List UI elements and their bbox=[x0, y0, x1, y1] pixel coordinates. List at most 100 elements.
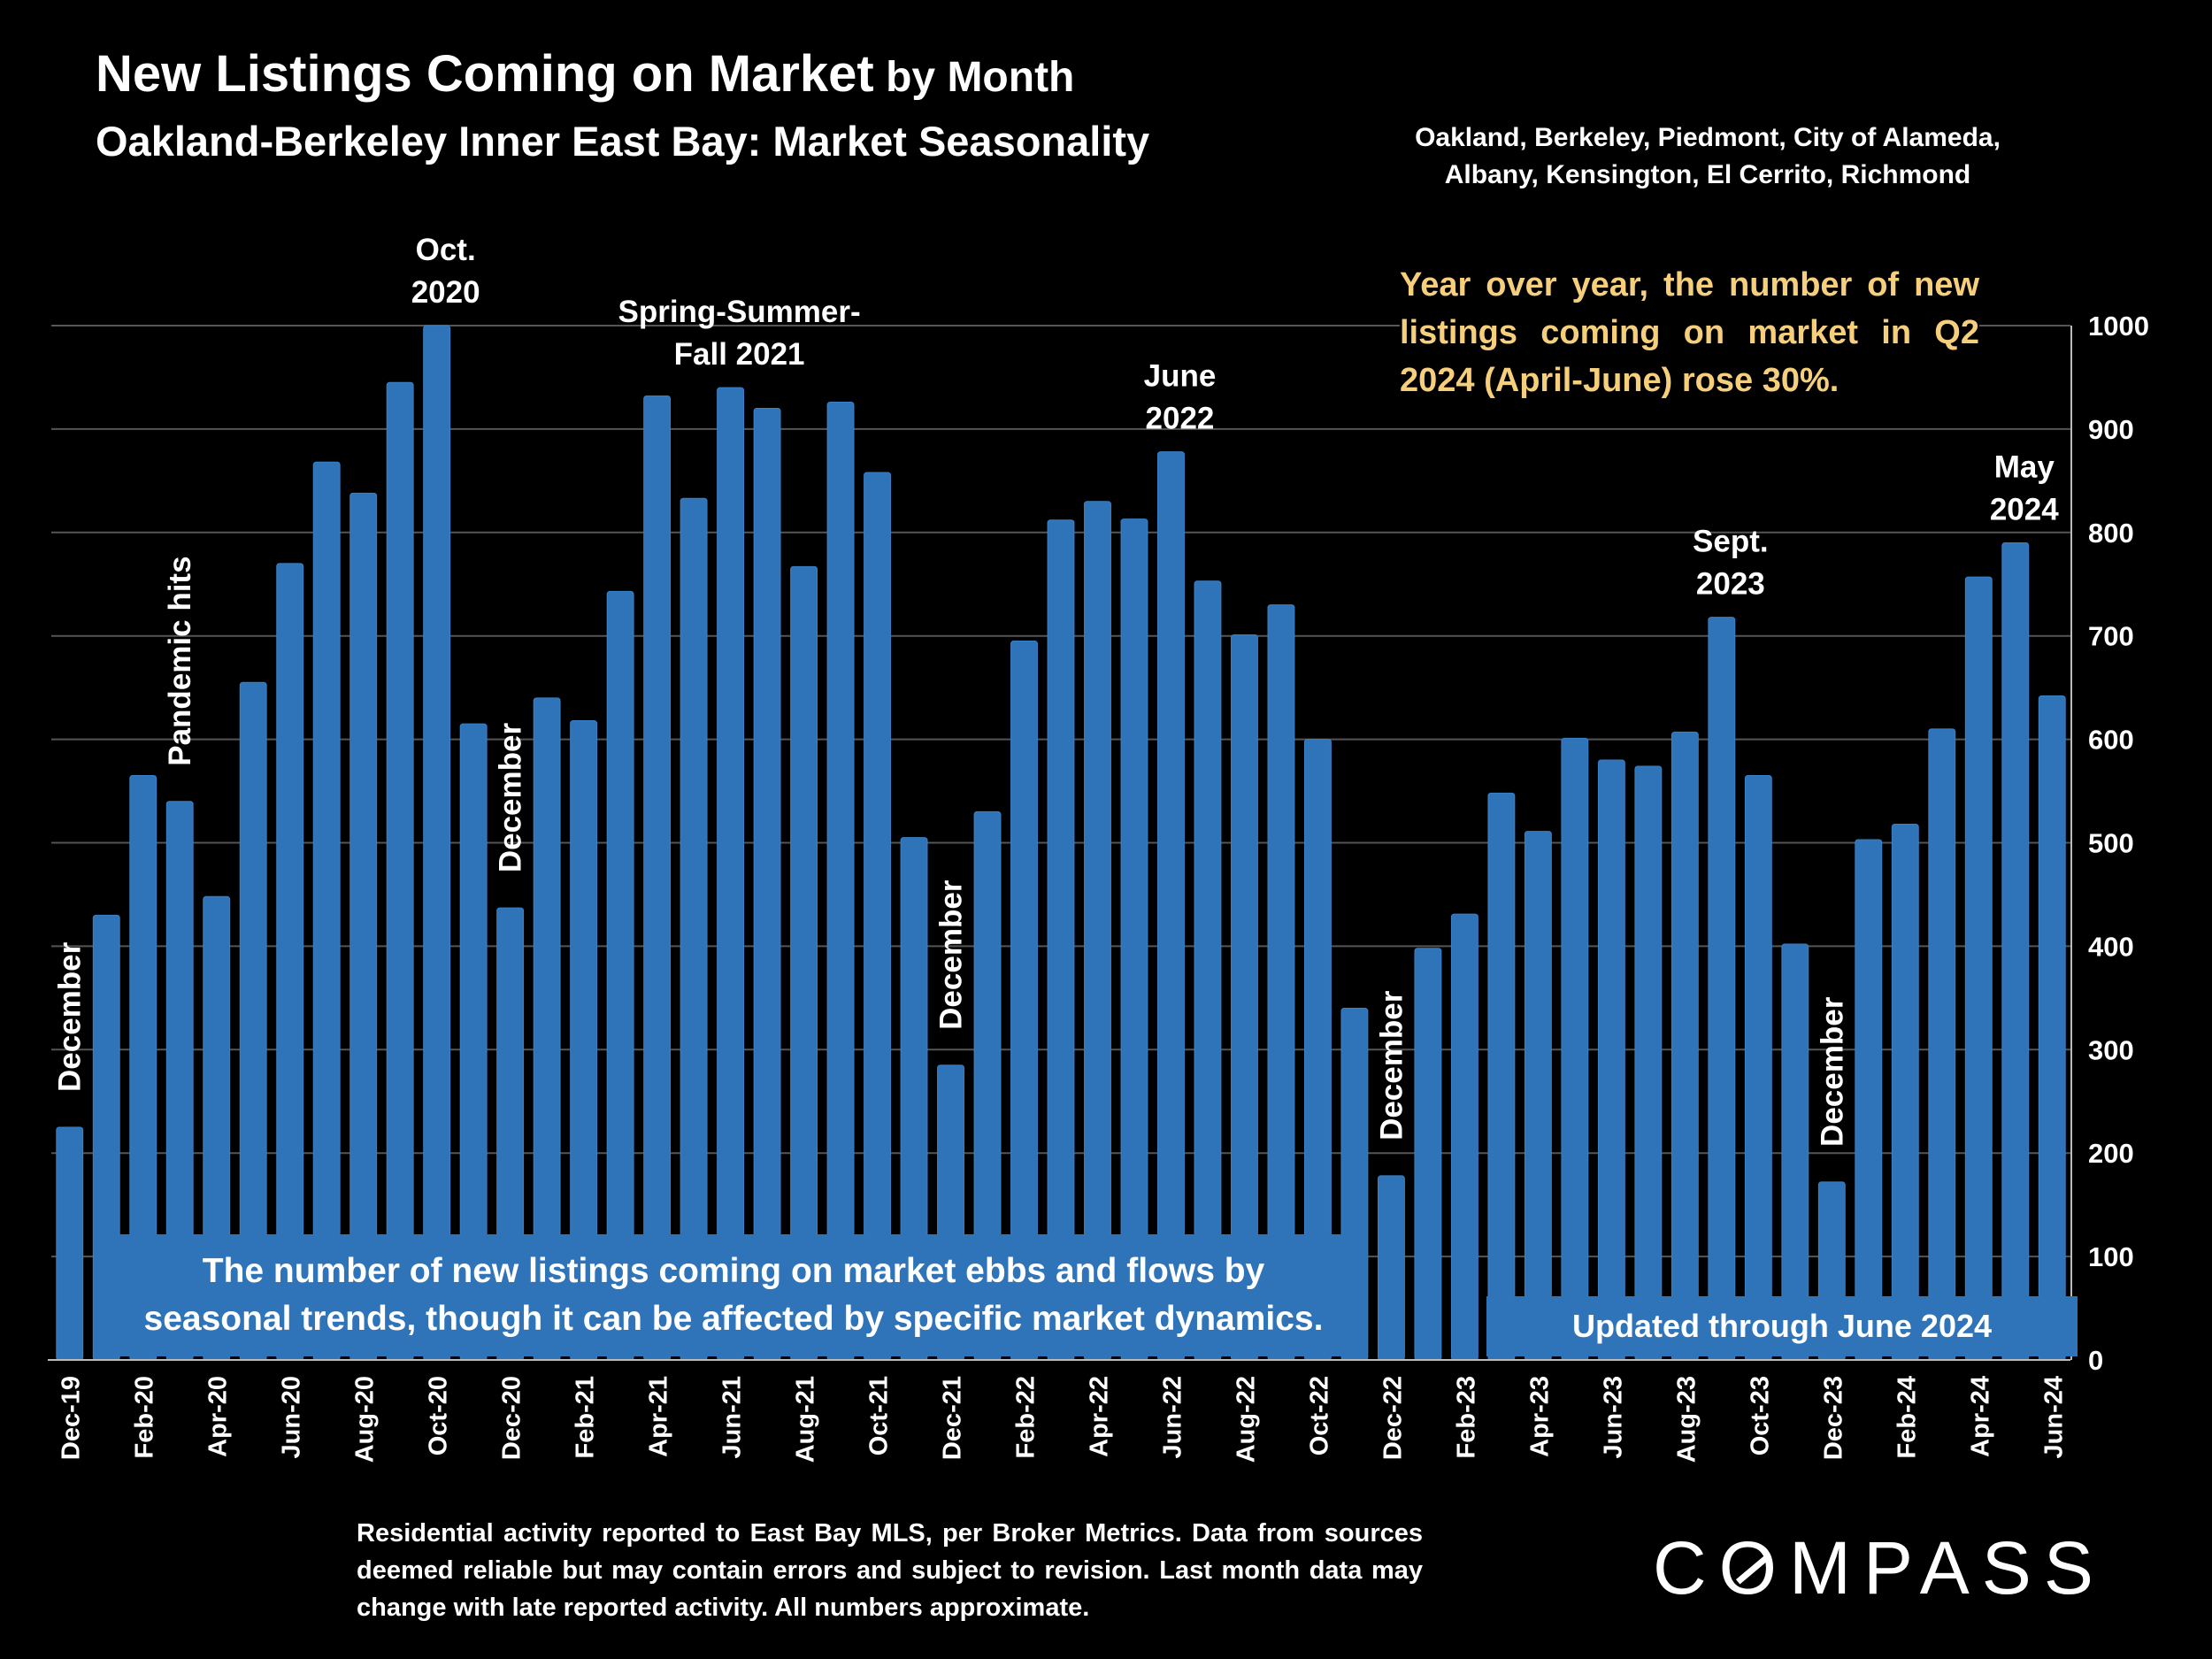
x-tick-label: Apr-20 bbox=[204, 1376, 233, 1457]
annotation-label: December bbox=[1815, 996, 1849, 1147]
yoy-note: Year over year, the number of new listin… bbox=[1400, 261, 1979, 411]
y-tick-label: 700 bbox=[2088, 621, 2134, 652]
annotation-label: December bbox=[1374, 990, 1409, 1141]
x-tick-label: Aug-22 bbox=[1232, 1376, 1260, 1463]
bar-Jul-20 bbox=[312, 461, 341, 1361]
bar-Jun-21 bbox=[717, 387, 745, 1361]
annotation-label: December bbox=[53, 941, 88, 1092]
x-tick-label: Dec-21 bbox=[939, 1376, 967, 1460]
bar-Sep-23 bbox=[1708, 617, 1736, 1361]
seasonality-note-line2: seasonal trends, though it can be affect… bbox=[143, 1300, 1324, 1338]
bar-Oct-21 bbox=[864, 472, 891, 1361]
bar-Aug-23 bbox=[1671, 731, 1699, 1361]
x-tick-label: Apr-22 bbox=[1085, 1376, 1113, 1457]
covered-areas-line1: Oakland, Berkeley, Piedmont, City of Ala… bbox=[1415, 123, 2001, 152]
logo-ring-icon: O bbox=[1719, 1531, 1789, 1605]
y-tick-label: 300 bbox=[2088, 1034, 2134, 1065]
annotation-label: 2023 bbox=[1696, 567, 1765, 602]
logo-text-start: C bbox=[1653, 1526, 1719, 1609]
annotation-label: June bbox=[1144, 359, 1217, 394]
bar-Sep-20 bbox=[386, 381, 414, 1361]
y-tick-label: 400 bbox=[2088, 931, 2134, 962]
source-footnote: Residential activity reported to East Ba… bbox=[357, 1519, 1423, 1622]
x-tick-label: Dec-23 bbox=[1819, 1376, 1847, 1460]
annotation-label: Spring-Summer- bbox=[618, 295, 860, 329]
chart-title-main: New Listings Coming on Market bbox=[96, 45, 874, 103]
bar-Feb-23 bbox=[1450, 913, 1479, 1361]
annotation-label: 2024 bbox=[1990, 492, 2059, 526]
seasonality-note: The number of new listings coming on mar… bbox=[104, 1234, 1363, 1356]
annotation-label: Sept. bbox=[1693, 525, 1769, 559]
bar-Jul-21 bbox=[753, 408, 781, 1361]
y-tick-label: 900 bbox=[2088, 414, 2134, 445]
x-tick-label: Jun-24 bbox=[2039, 1376, 2068, 1458]
annotation-label: May bbox=[1994, 449, 2055, 484]
x-tick-label: Jun-22 bbox=[1158, 1376, 1187, 1458]
covered-areas: Oakland, Berkeley, Piedmont, City of Ala… bbox=[1345, 119, 2070, 194]
bar-Apr-23 bbox=[1524, 831, 1552, 1361]
bar-Mar-23 bbox=[1487, 792, 1516, 1361]
x-tick-label: Dec-20 bbox=[498, 1376, 526, 1460]
bar-Jul-23 bbox=[1634, 765, 1663, 1361]
x-tick-label: Feb-23 bbox=[1452, 1376, 1480, 1458]
x-tick-label: Dec-19 bbox=[58, 1376, 86, 1460]
x-tick-label: Feb-24 bbox=[1893, 1376, 1921, 1458]
bar-Mar-24 bbox=[1928, 728, 1956, 1361]
x-tick-label: Feb-20 bbox=[131, 1376, 159, 1458]
updated-note: Updated through June 2024 bbox=[1486, 1296, 2078, 1356]
x-tick-label: Aug-20 bbox=[351, 1376, 380, 1463]
bar-May-23 bbox=[1561, 737, 1589, 1361]
y-tick-label: 200 bbox=[2088, 1138, 2134, 1169]
bar-Dec-22 bbox=[1377, 1175, 1405, 1361]
x-tick-label: Oct-23 bbox=[1746, 1376, 1774, 1455]
bar-May-24 bbox=[2001, 541, 2030, 1361]
logo-text-end: MPASS bbox=[1789, 1526, 2106, 1609]
annotation-label: December bbox=[934, 879, 969, 1030]
seasonality-note-line1: The number of new listings coming on mar… bbox=[202, 1252, 1265, 1290]
bar-Jun-23 bbox=[1597, 759, 1625, 1361]
x-tick-label: Aug-21 bbox=[792, 1376, 820, 1463]
x-tick-label: Apr-23 bbox=[1525, 1376, 1554, 1457]
x-tick-label: Oct-20 bbox=[425, 1376, 453, 1455]
chart-title: New Listings Coming on Market by Month bbox=[96, 44, 1074, 104]
y-tick-label: 800 bbox=[2088, 518, 2134, 549]
annotation-label: Oct. bbox=[416, 233, 476, 267]
chart-title-suffix: by Month bbox=[873, 54, 1075, 101]
bar-Apr-21 bbox=[643, 395, 672, 1361]
x-tick-label: Apr-24 bbox=[1966, 1376, 1994, 1457]
bar-Jan-24 bbox=[1855, 839, 1883, 1361]
covered-areas-line2: Albany, Kensington, El Cerrito, Richmond bbox=[1444, 160, 1971, 189]
annotation-label: 2020 bbox=[411, 275, 480, 310]
y-tick-label: 100 bbox=[2088, 1241, 2134, 1272]
y-tick-label: 600 bbox=[2088, 725, 2134, 756]
bar-Jun-22 bbox=[1157, 451, 1185, 1361]
annotation-label: 2022 bbox=[1146, 402, 1215, 436]
x-tick-label: Jun-23 bbox=[1599, 1376, 1627, 1458]
bar-Aug-20 bbox=[349, 492, 378, 1361]
x-tick-label: Jun-20 bbox=[278, 1376, 306, 1458]
annotation-label: Pandemic hits bbox=[163, 556, 197, 765]
y-tick-label: 1000 bbox=[2088, 311, 2149, 342]
bar-Dec-19 bbox=[56, 1126, 84, 1361]
x-tick-label: Jun-21 bbox=[718, 1376, 747, 1458]
x-tick-label: Oct-21 bbox=[865, 1376, 894, 1455]
compass-logo: COMPASS bbox=[1653, 1531, 2106, 1605]
annotation-label: December bbox=[494, 723, 528, 873]
bar-Oct-20 bbox=[423, 325, 451, 1361]
bar-Oct-23 bbox=[1744, 775, 1772, 1361]
x-tick-label: Dec-22 bbox=[1379, 1376, 1407, 1460]
bar-Feb-24 bbox=[1891, 823, 1919, 1361]
bar-Sep-21 bbox=[826, 402, 855, 1361]
bar-May-21 bbox=[680, 497, 708, 1361]
y-tick-label: 0 bbox=[2088, 1345, 2103, 1376]
x-tick-label: Feb-21 bbox=[572, 1376, 600, 1458]
bar-Apr-24 bbox=[1964, 576, 1993, 1361]
x-tick-label: Feb-22 bbox=[1012, 1376, 1041, 1458]
bar-Jun-24 bbox=[2038, 695, 2066, 1361]
y-tick-label: 500 bbox=[2088, 828, 2134, 859]
bar-Apr-22 bbox=[1084, 501, 1111, 1361]
chart-subtitle: Oakland-Berkeley Inner East Bay: Market … bbox=[96, 118, 1150, 165]
x-tick-label: Oct-22 bbox=[1305, 1376, 1333, 1455]
bar-Jan-23 bbox=[1414, 948, 1442, 1361]
